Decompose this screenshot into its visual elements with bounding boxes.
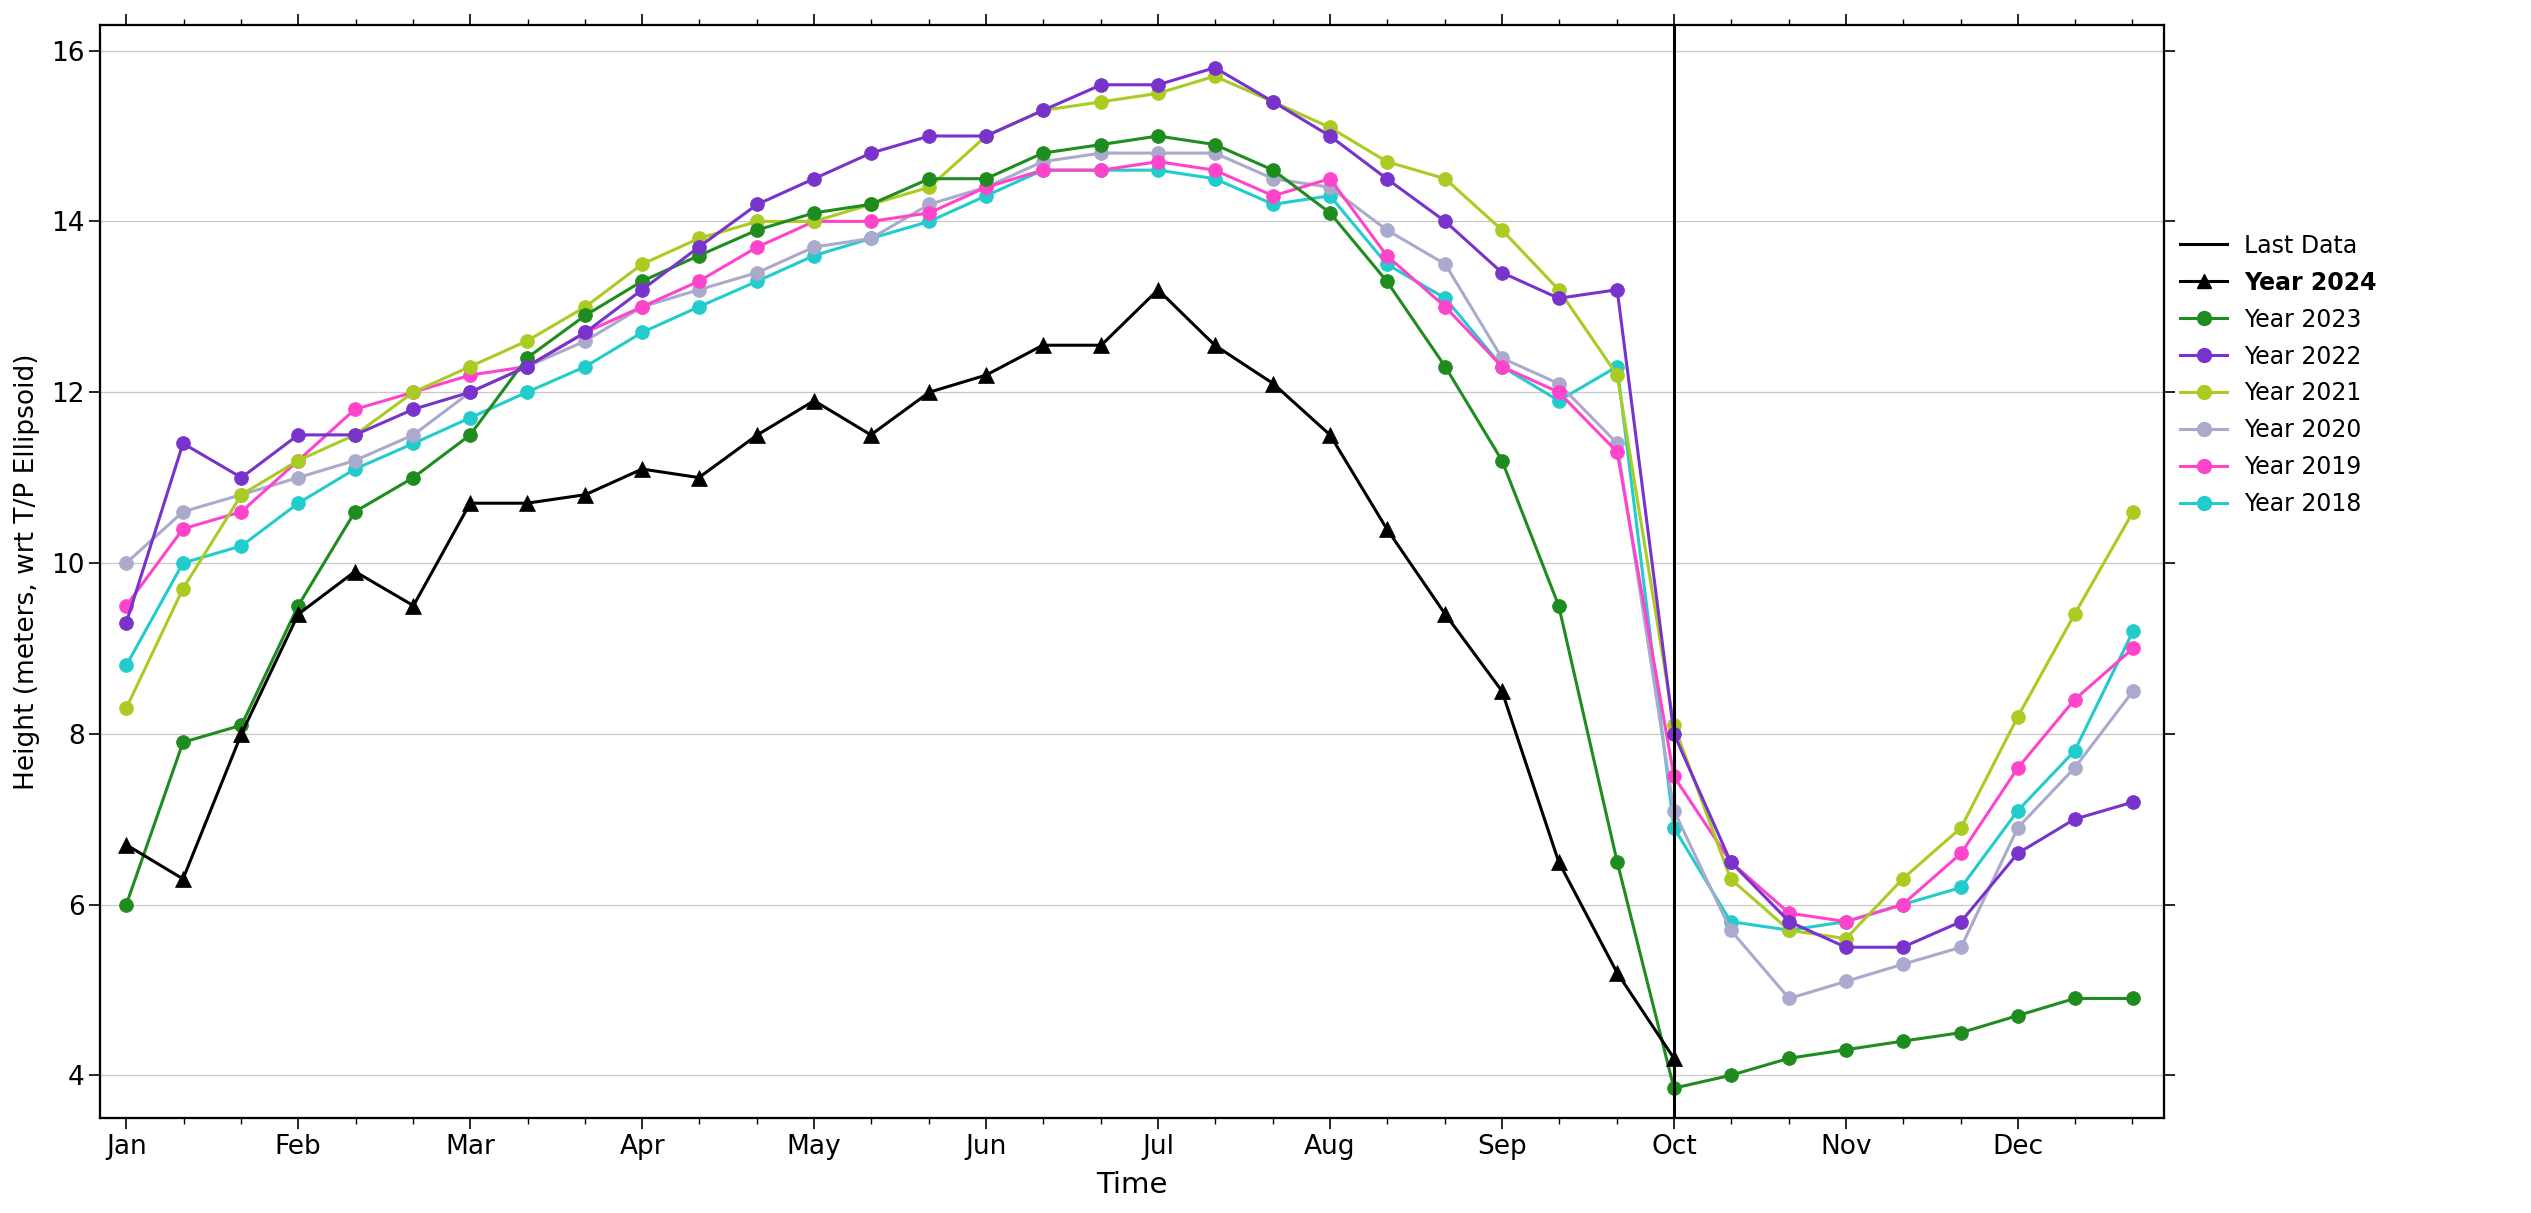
Legend: Last Data, Year 2024, Year 2023, Year 2022, Year 2021, Year 2020, Year 2019, Yea: Last Data, Year 2024, Year 2023, Year 20… (2179, 234, 2377, 517)
X-axis label: Time: Time (1096, 1171, 1167, 1200)
Y-axis label: Height (meters, wrt T/P Ellipsoid): Height (meters, wrt T/P Ellipsoid) (13, 353, 40, 790)
